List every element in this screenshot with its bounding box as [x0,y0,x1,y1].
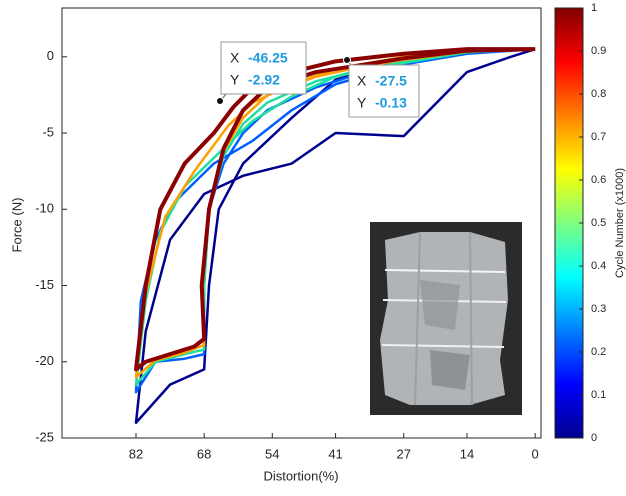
datatip-x: -27.5 [375,73,407,89]
colorbar-tick-label: 0.6 [591,174,606,186]
datatip-y: -2.92 [248,72,280,88]
colorbar-tick-label: 0.5 [591,217,606,229]
y-tick-label: -25 [35,429,54,444]
series-line [134,47,536,394]
x-tick-label: 0 [532,446,539,461]
datatip-x: -46.25 [248,50,288,66]
colorbar-tick-label: 1 [591,2,597,14]
y-tick-label: -10 [35,201,54,216]
datatip-y-name: Y [230,72,240,88]
colorbar-tick-label: 0.3 [591,303,606,315]
datatip-y: -0.13 [375,95,407,111]
colorbar-tick-label: 0.4 [591,260,606,272]
x-tick-label: 41 [328,446,342,461]
x-tick-label: 68 [197,446,211,461]
x-tick-label: 14 [460,446,474,461]
colorbar-tick-label: 0 [591,432,597,444]
y-tick-label: -20 [35,353,54,368]
colorbar-tick-label: 0.8 [591,88,606,100]
inset-photo [370,222,522,415]
y-tick-label: -5 [42,124,54,139]
axes-box [61,7,542,439]
colorbar-tick-label: 0.1 [591,389,606,401]
x-axis-label: Distortion(%) [263,468,338,483]
y-tick-label: 0 [47,48,54,63]
y-axis-label: Force (N) [9,198,24,253]
x-tick-label: 82 [129,446,143,461]
colorbar-label: Cycle Number (x1000) [614,168,626,278]
x-tick-label: 54 [265,446,279,461]
datatip-x-name: X [230,50,240,66]
colorbar [554,7,584,439]
datatip-x-name: X [357,73,367,89]
colorbar-tick-label: 0.2 [591,346,606,358]
datatip: X -46.25 Y -2.92 [216,41,307,105]
colorbar-tick-label: 0.7 [591,131,606,143]
y-tick-label: -15 [35,277,54,292]
datatip: X -27.5 Y -0.13 [343,56,420,118]
datatip-y-name: Y [357,95,367,111]
x-tick-label: 27 [396,446,410,461]
colorbar-tick-label: 0.9 [591,45,606,57]
